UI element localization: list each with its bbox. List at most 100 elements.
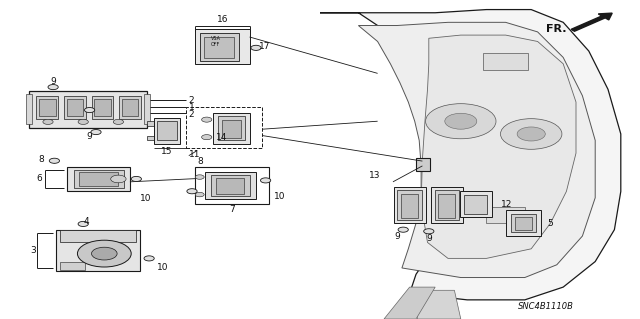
Bar <box>186 107 262 148</box>
Text: 9: 9 <box>394 232 399 241</box>
Circle shape <box>202 135 212 140</box>
Bar <box>157 121 177 140</box>
Bar <box>144 94 150 124</box>
Circle shape <box>202 117 212 122</box>
Circle shape <box>445 113 477 129</box>
Bar <box>147 121 155 126</box>
Bar <box>394 187 426 223</box>
Circle shape <box>78 119 88 124</box>
Circle shape <box>113 119 124 124</box>
Circle shape <box>111 175 126 183</box>
Text: 9: 9 <box>87 132 92 141</box>
Circle shape <box>195 175 204 179</box>
Text: 8: 8 <box>38 155 44 164</box>
Bar <box>60 262 85 270</box>
Bar <box>74 170 124 188</box>
Text: 10: 10 <box>274 192 285 201</box>
Bar <box>147 136 155 140</box>
Circle shape <box>517 127 545 141</box>
Polygon shape <box>384 287 435 319</box>
Text: 12: 12 <box>501 200 513 209</box>
Circle shape <box>426 104 496 139</box>
Bar <box>401 194 418 218</box>
Polygon shape <box>416 290 461 319</box>
Circle shape <box>144 256 154 261</box>
Text: VSA
OFF: VSA OFF <box>211 36 221 47</box>
Circle shape <box>195 192 204 197</box>
Bar <box>460 191 492 217</box>
Text: 13: 13 <box>369 171 381 180</box>
Bar <box>67 99 83 116</box>
Bar <box>511 214 536 232</box>
Text: SNC4B1110B: SNC4B1110B <box>518 302 574 311</box>
Circle shape <box>49 158 60 163</box>
Text: 6: 6 <box>36 174 42 183</box>
Bar <box>506 210 541 236</box>
Bar <box>119 96 141 119</box>
Bar <box>195 29 250 64</box>
Circle shape <box>424 229 434 234</box>
Bar <box>154 118 180 144</box>
Circle shape <box>77 240 131 267</box>
Text: 10: 10 <box>157 263 169 272</box>
Bar <box>36 96 58 119</box>
Bar <box>416 158 430 171</box>
Text: 1: 1 <box>189 103 195 112</box>
Bar <box>205 172 256 199</box>
Bar <box>79 172 118 186</box>
Circle shape <box>187 189 197 194</box>
Bar <box>216 178 244 194</box>
Text: 2: 2 <box>189 96 195 105</box>
Text: 4: 4 <box>83 217 89 226</box>
Circle shape <box>251 45 261 50</box>
Text: 11: 11 <box>189 150 200 159</box>
Polygon shape <box>358 22 595 278</box>
Bar <box>94 99 111 116</box>
Bar <box>438 194 455 218</box>
Bar <box>515 217 532 230</box>
Bar <box>213 113 250 144</box>
Circle shape <box>84 108 95 113</box>
Text: 17: 17 <box>259 42 271 51</box>
Bar <box>67 167 130 191</box>
Bar <box>435 190 459 220</box>
Text: 10: 10 <box>140 194 152 203</box>
Circle shape <box>92 247 117 260</box>
Bar <box>431 187 463 223</box>
Circle shape <box>48 85 58 90</box>
Bar <box>60 230 136 242</box>
Text: 9: 9 <box>51 78 56 86</box>
Bar <box>211 175 250 196</box>
Bar <box>26 94 32 124</box>
Text: 3: 3 <box>31 246 36 255</box>
Polygon shape <box>421 35 576 258</box>
Text: 15: 15 <box>161 147 173 156</box>
Circle shape <box>91 130 101 135</box>
Bar <box>64 96 86 119</box>
Bar <box>122 99 138 116</box>
Circle shape <box>43 119 53 124</box>
Bar <box>483 53 528 70</box>
Text: 14: 14 <box>216 133 228 142</box>
Text: 5: 5 <box>547 219 553 228</box>
Circle shape <box>260 178 271 183</box>
Bar <box>200 33 239 61</box>
FancyArrow shape <box>571 13 612 31</box>
Text: 9: 9 <box>426 234 431 243</box>
Text: 7: 7 <box>229 205 235 214</box>
Bar <box>486 207 525 223</box>
Text: 8: 8 <box>197 157 203 166</box>
Circle shape <box>78 221 88 226</box>
Circle shape <box>131 176 141 182</box>
Polygon shape <box>320 10 621 300</box>
Bar <box>397 190 422 220</box>
Bar <box>29 91 147 128</box>
Bar <box>92 96 113 119</box>
Circle shape <box>500 119 562 149</box>
Bar <box>218 116 245 140</box>
Text: 2: 2 <box>189 110 195 119</box>
Bar <box>39 99 56 116</box>
Text: FR.: FR. <box>546 24 566 34</box>
Bar <box>56 230 140 271</box>
Bar <box>222 120 241 138</box>
